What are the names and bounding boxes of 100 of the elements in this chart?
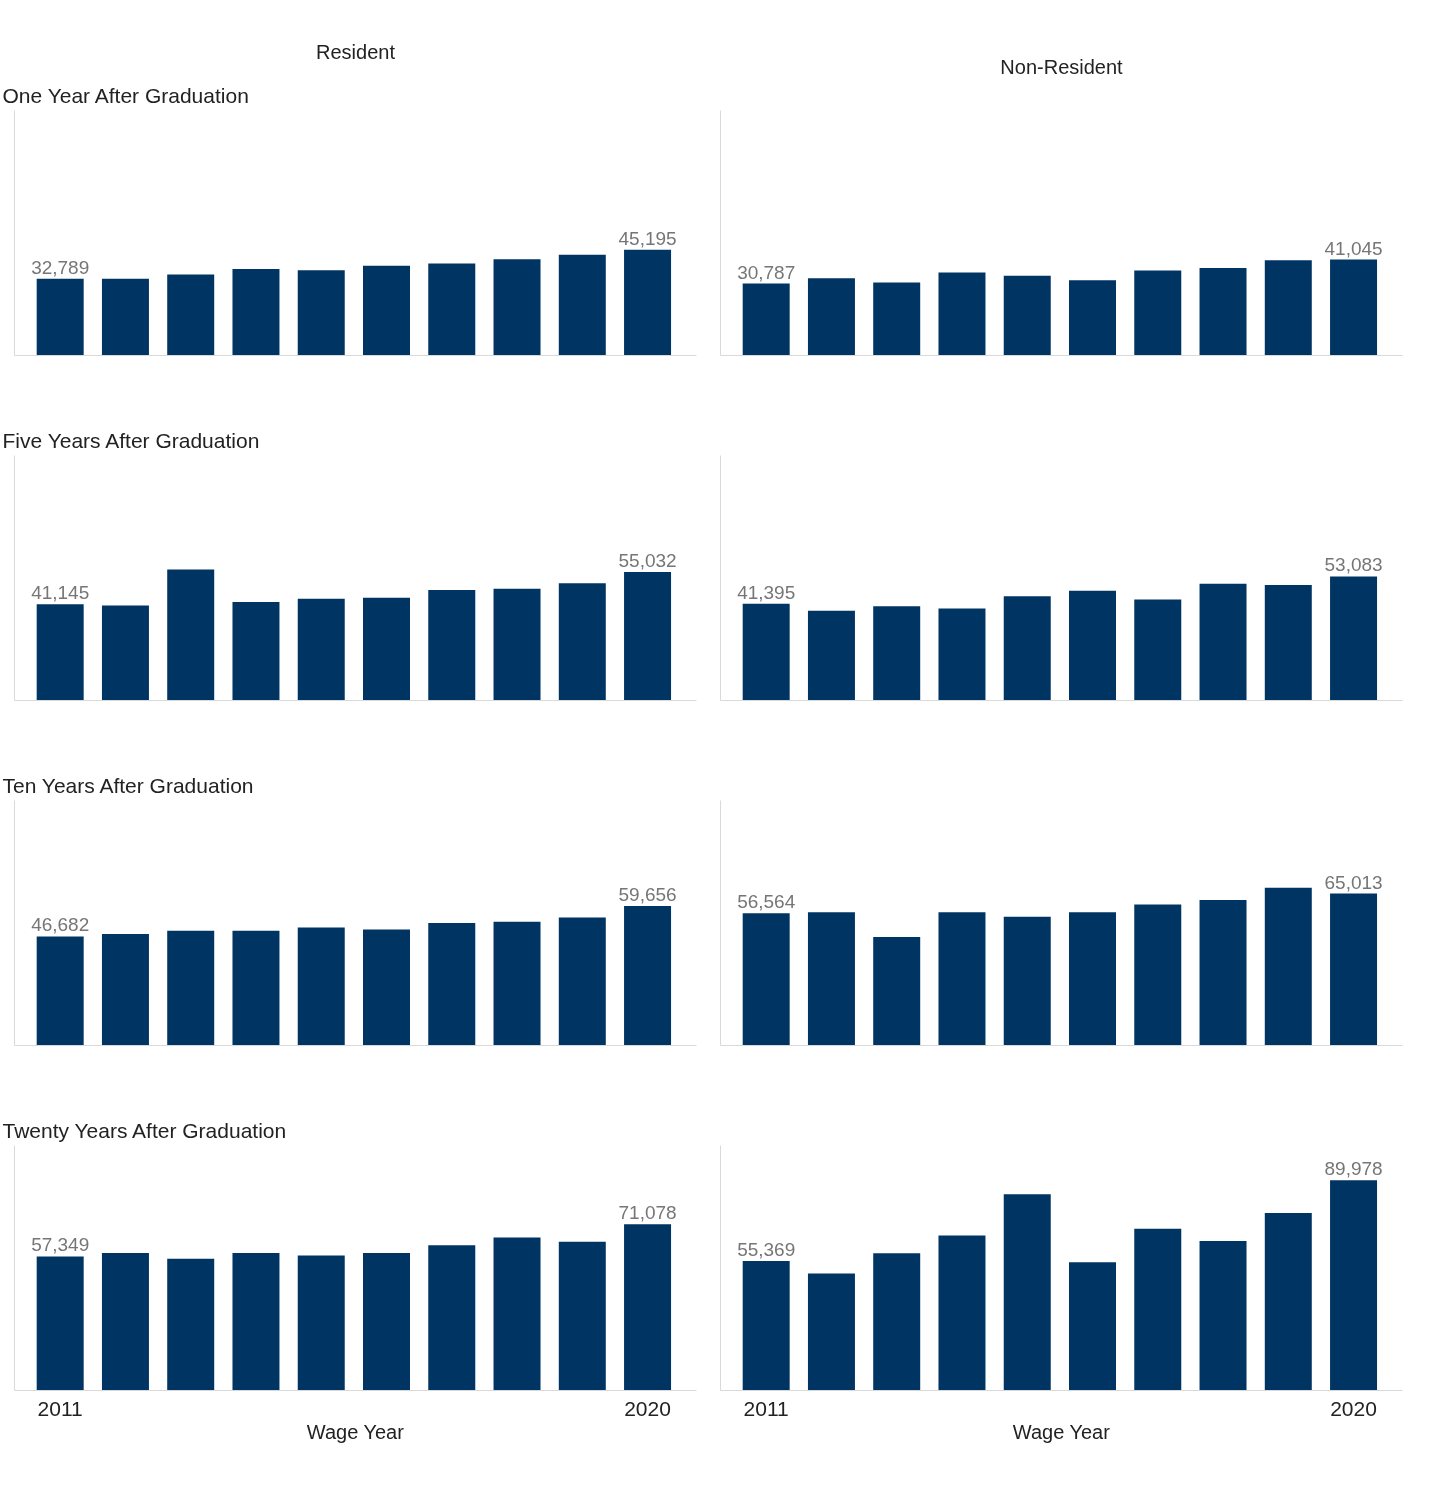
bar (807, 278, 855, 356)
data-label: 41,045 (1324, 237, 1383, 259)
data-label: 41,395 (737, 581, 796, 603)
bar (1199, 1240, 1247, 1391)
data-label: 32,789 (31, 256, 90, 278)
data-label: 53,083 (1324, 554, 1383, 576)
bar (428, 923, 476, 1046)
bar (558, 254, 606, 356)
bar (624, 906, 672, 1046)
bar (167, 930, 215, 1046)
bar (1199, 583, 1247, 701)
bar (428, 263, 476, 356)
chart-title: Non-Resident (1000, 55, 1124, 78)
bar (232, 1253, 280, 1391)
bar (1003, 1194, 1051, 1391)
bar (873, 937, 921, 1046)
bar (493, 921, 541, 1046)
data-label: 30,787 (737, 261, 796, 283)
x-axis-title: Wage Year (1012, 1420, 1111, 1443)
bar (1134, 904, 1182, 1046)
bar (101, 1253, 149, 1391)
bar (297, 1255, 345, 1391)
data-label: 56,564 (737, 891, 796, 913)
bar (558, 917, 606, 1046)
bar (232, 930, 280, 1046)
x-tick-label: 2011 (37, 1396, 83, 1420)
data-label: 55,369 (737, 1239, 796, 1261)
bar (558, 583, 606, 701)
chart-title: Resident (316, 40, 396, 63)
bar (297, 598, 345, 701)
x-tick-label: 2011 (743, 1396, 789, 1420)
bar (1069, 1262, 1116, 1391)
bar (1069, 590, 1116, 701)
bar (363, 597, 410, 701)
data-label: 65,013 (1324, 871, 1383, 893)
bar (428, 1245, 476, 1391)
bar (297, 270, 345, 356)
bar (742, 283, 790, 356)
bar (167, 569, 215, 701)
x-tick-label: 2020 (1330, 1396, 1377, 1420)
data-label: 55,032 (618, 549, 677, 571)
bar (1330, 259, 1378, 356)
bar (167, 1258, 215, 1391)
bar (624, 571, 672, 701)
chart-subtitle: Five Years After Graduation (2, 428, 260, 452)
x-tick-label: 2020 (624, 1396, 671, 1420)
bar (36, 278, 84, 356)
bar (873, 282, 921, 356)
bar (1264, 260, 1312, 356)
bar (807, 912, 855, 1046)
chart-subtitle: Twenty Years After Graduation (2, 1118, 287, 1142)
bar (363, 265, 410, 356)
bar (167, 274, 215, 356)
bar (1330, 893, 1378, 1046)
chart-subtitle: One Year After Graduation (2, 83, 249, 107)
data-label: 59,656 (618, 884, 677, 906)
bar (938, 912, 986, 1046)
bar (493, 259, 541, 356)
bar (101, 278, 149, 356)
bar (1199, 900, 1247, 1046)
bar (1134, 270, 1182, 356)
bar (1264, 1213, 1312, 1391)
bar (101, 934, 149, 1046)
bar (101, 605, 149, 701)
bar (36, 936, 84, 1046)
bar (232, 269, 280, 356)
data-label: 71,078 (618, 1202, 677, 1224)
bar (428, 589, 476, 701)
bar (297, 927, 345, 1046)
data-label: 41,145 (31, 582, 90, 604)
bar (938, 272, 986, 356)
bar (558, 1241, 606, 1391)
data-label: 57,349 (31, 1234, 90, 1256)
bar (873, 1253, 921, 1391)
bar (36, 1256, 84, 1391)
bar (938, 1235, 986, 1391)
bar (493, 1237, 541, 1391)
bar (873, 606, 921, 701)
bar (363, 1253, 410, 1391)
bar (1330, 1180, 1378, 1391)
bar (1264, 585, 1312, 701)
bar (742, 913, 790, 1046)
bar (493, 588, 541, 701)
bar (938, 608, 986, 701)
bar (624, 249, 672, 356)
bar (1003, 916, 1051, 1046)
bar (624, 1224, 672, 1391)
chart-subtitle: Ten Years After Graduation (2, 773, 254, 797)
bar (1264, 887, 1312, 1046)
data-label: 46,682 (31, 914, 90, 936)
bar (363, 929, 410, 1046)
bar (807, 610, 855, 701)
data-label: 45,195 (618, 227, 677, 249)
bar (1069, 280, 1116, 356)
bar (742, 603, 790, 701)
bar (1069, 912, 1116, 1046)
bar (1003, 275, 1051, 356)
data-label: 89,978 (1324, 1158, 1383, 1180)
bar (1134, 1228, 1182, 1391)
bar (742, 1261, 790, 1391)
